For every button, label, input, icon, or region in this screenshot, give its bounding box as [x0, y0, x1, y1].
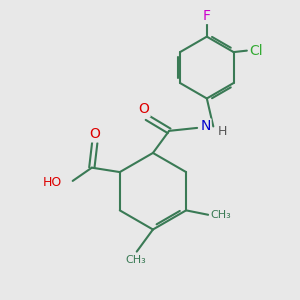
Text: F: F: [203, 9, 211, 23]
Text: CH₃: CH₃: [125, 255, 146, 266]
Text: HO: HO: [43, 176, 62, 189]
Text: O: O: [89, 128, 100, 141]
Text: Cl: Cl: [250, 44, 263, 58]
Text: O: O: [139, 102, 149, 116]
Text: N: N: [200, 119, 211, 134]
Text: CH₃: CH₃: [210, 210, 231, 220]
Text: H: H: [218, 125, 227, 138]
